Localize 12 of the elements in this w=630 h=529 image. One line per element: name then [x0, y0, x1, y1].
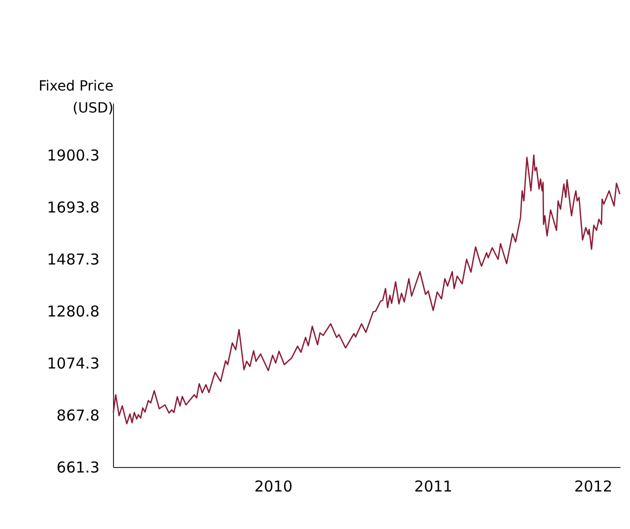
y-tick-label: 1487.3 — [47, 250, 100, 268]
y-tick-label: 867.8 — [56, 406, 100, 424]
x-tick-label: 2011 — [414, 478, 452, 496]
x-tick-label: 2012 — [574, 478, 612, 496]
y-axis-title: Fixed Price (USD) — [38, 78, 114, 116]
line-series — [112, 154, 620, 424]
y-tick-label: 1900.3 — [47, 146, 100, 164]
y-tick-label: 661.3 — [56, 458, 100, 476]
x-tick-label: 2010 — [254, 478, 293, 496]
y-tick-label: 1280.8 — [47, 302, 100, 320]
y-tick-label: 1074.3 — [47, 354, 100, 372]
y-tick-label: 1693.8 — [47, 198, 100, 216]
